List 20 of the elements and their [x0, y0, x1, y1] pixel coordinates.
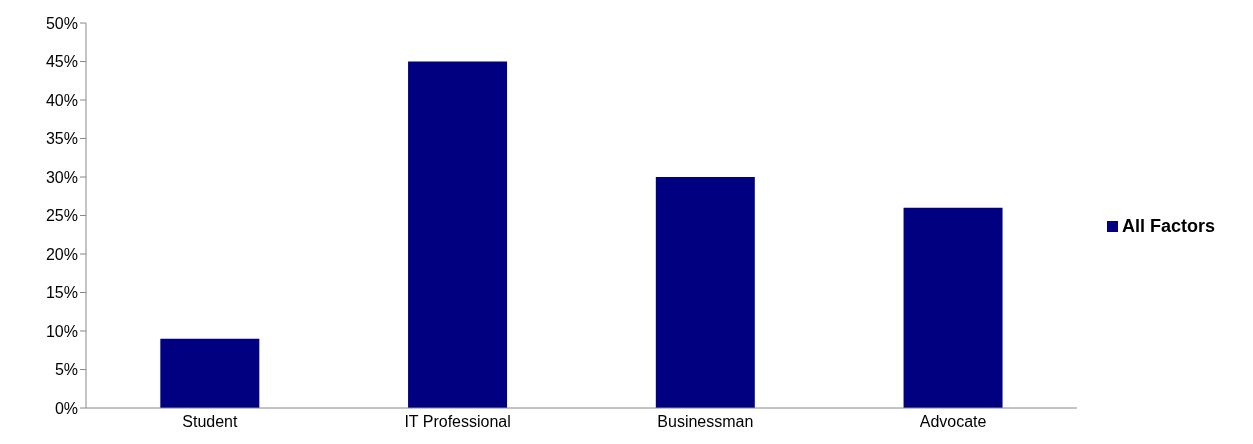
- x-tick-label: Businessman: [657, 413, 754, 431]
- x-tick-label: IT Professional: [404, 413, 511, 431]
- y-tick-label: 40%: [45, 91, 78, 109]
- bar: [408, 61, 508, 408]
- y-tick-label: 20%: [45, 245, 78, 263]
- y-tick-label: 15%: [45, 284, 78, 302]
- legend-label: All Factors: [1121, 215, 1215, 236]
- y-tick-label: 45%: [45, 53, 78, 71]
- y-tick-label: 50%: [45, 14, 78, 32]
- bar: [655, 177, 755, 408]
- y-tick-label: 10%: [45, 322, 78, 340]
- y-tick-label: 0%: [54, 399, 78, 417]
- y-tick-label: 25%: [45, 207, 78, 225]
- bar: [160, 338, 260, 408]
- x-tick-label: Student: [182, 413, 238, 431]
- y-tick-label: 5%: [54, 361, 78, 379]
- bar: [903, 207, 1003, 408]
- x-tick-label: Advocate: [919, 413, 987, 431]
- y-tick-label: 35%: [45, 130, 78, 148]
- y-tick-label: 30%: [45, 168, 78, 186]
